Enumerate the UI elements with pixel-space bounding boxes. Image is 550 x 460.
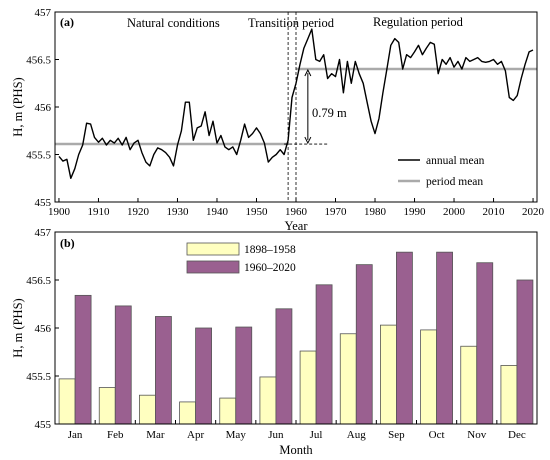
legend-label-1898-1958: 1898–1958 (244, 244, 296, 256)
bar-sep-1898-1958 (380, 324, 397, 425)
month-label-oct: Oct (429, 429, 445, 441)
bar-sep-1960-2020 (396, 251, 413, 425)
month-label-feb: Feb (107, 429, 124, 441)
month-label-nov: Nov (467, 429, 486, 441)
bar-jun-1898-1958 (259, 376, 277, 425)
month-label-sep: Sep (388, 429, 405, 441)
panel-a: 1900 1910 1920 1930 1940 1950 1960 1970 1980 1990… (11, 7, 545, 233)
bar-dec-1960-2020 (516, 279, 534, 425)
annual-mean-line (58, 28, 534, 180)
panel-b: 455 455.5 456 456.5 457 Jan Feb Mar Apr May Jun Jul… (11, 227, 538, 457)
month-label-may: May (226, 429, 247, 441)
bar-oct-1898-1958 (420, 329, 437, 425)
panel-a-x-tick-label: 1990 (404, 206, 427, 218)
panel-a-x-tick-label: 1980 (364, 206, 387, 218)
bar-nov-1960-2020 (476, 262, 494, 425)
panel-a-y-tick-label: 455.5 (26, 150, 51, 162)
panel-b-plot-frame (54, 231, 538, 425)
bar-apr-1960-2020 (195, 327, 212, 425)
legend-label-1960-2020: 1960–2020 (244, 262, 296, 274)
panel-a-x-tick-label: 1970 (325, 206, 348, 218)
panel-a-y-axis-title: H, m (PHS) (11, 77, 25, 136)
difference-arrow-head-up (304, 68, 312, 77)
bar-dec-1898-1958 (500, 365, 518, 425)
panel-a-x-tick-label: 2000 (443, 206, 466, 218)
bar-jan-1960-2020 (74, 294, 92, 425)
panel-a-x-tick-label: 1960 (285, 206, 308, 218)
bar-aug-1960-2020 (355, 264, 373, 425)
panel-a-x-tick-label: 1940 (206, 206, 229, 218)
panel-b-x-axis-title: Month (279, 443, 313, 457)
panel-b-y-tick-label: 455.5 (26, 371, 51, 383)
bar-may-1960-2020 (235, 326, 253, 425)
panel-a-y-tick-label: 457 (35, 7, 52, 19)
panel-a-ticks: 1900 1910 1920 1930 1940 1950 1960 1970 1980 1990… (26, 7, 544, 218)
panel-b-y-tick-label: 455 (35, 419, 52, 431)
panel-a-x-tick-label: 1930 (166, 206, 189, 218)
panel-a-x-tick-label: 1920 (127, 206, 150, 218)
panel-b-y-tick-label: 456.5 (26, 275, 51, 287)
month-label-dec: Dec (508, 429, 526, 441)
panel-a-x-axis-title: Year (284, 219, 308, 233)
month-label-apr: Apr (187, 429, 204, 441)
bar-aug-1898-1958 (339, 333, 357, 425)
panel-a-x-tick-label: 1900 (48, 206, 71, 218)
panel-b-y-tick-label: 456 (35, 323, 52, 335)
panel-a-x-tick-label: 2010 (483, 206, 506, 218)
bar-jul-1960-2020 (315, 284, 333, 425)
bar-mar-1960-2020 (155, 316, 172, 425)
panel-a-x-tick-label: 1950 (245, 206, 268, 218)
panel-b-y-tick-label: 457 (35, 227, 52, 239)
bar-may-1898-1958 (219, 397, 237, 425)
bar-jul-1898-1958 (299, 350, 317, 425)
panel-b-label: (b) (60, 236, 75, 250)
bar-jan-1898-1958 (58, 378, 76, 425)
panel-a-x-tick-label: 2020 (522, 206, 545, 218)
panel-a-series (55, 12, 537, 202)
annotation-natural-conditions: Natural conditions (127, 16, 220, 30)
bar-apr-1898-1958 (179, 401, 196, 425)
panel-a-y-tick-label: 456.5 (26, 55, 51, 67)
month-label-jan: Jan (68, 429, 83, 441)
panel-a-label: (a) (60, 15, 74, 29)
panel-a-legend: annual mean period mean (398, 155, 485, 188)
panel-b-y-axis-title: H, m (PHS) (11, 298, 25, 357)
panel-b-legend: 1898–1958 1960–2020 (186, 242, 296, 274)
month-label-mar: Mar (146, 429, 165, 441)
difference-arrow-head-down (304, 136, 312, 145)
panel-b-ticks: 455 455.5 456 456.5 457 Jan Feb Mar Apr May Jun Jul… (26, 227, 526, 441)
bar-jun-1960-2020 (275, 308, 293, 425)
legend-label-annual-mean: annual mean (426, 155, 485, 167)
month-label-jun: Jun (268, 429, 284, 441)
annotation-transition-period: Transition period (248, 16, 335, 30)
panel-a-y-tick-label: 455 (35, 197, 52, 209)
bar-mar-1898-1958 (139, 394, 156, 425)
panel-a-y-tick-label: 456 (35, 102, 52, 114)
panel-b-bars (58, 251, 534, 425)
panel-a-plot-frame (54, 11, 538, 203)
legend-swatch-1898-1958 (186, 242, 240, 256)
annotation-regulation-period: Regulation period (373, 15, 464, 29)
panel-a-x-tick-label: 1910 (87, 206, 110, 218)
legend-label-period-mean: period mean (426, 176, 483, 188)
bar-oct-1960-2020 (436, 251, 453, 425)
annotation-difference-value: 0.79 m (312, 106, 347, 120)
legend-swatch-1960-2020 (186, 260, 240, 274)
month-label-jul: Jul (310, 429, 323, 441)
bar-feb-1960-2020 (114, 305, 132, 425)
bar-nov-1898-1958 (460, 345, 478, 425)
month-label-aug: Aug (347, 429, 366, 441)
bar-feb-1898-1958 (98, 387, 116, 425)
